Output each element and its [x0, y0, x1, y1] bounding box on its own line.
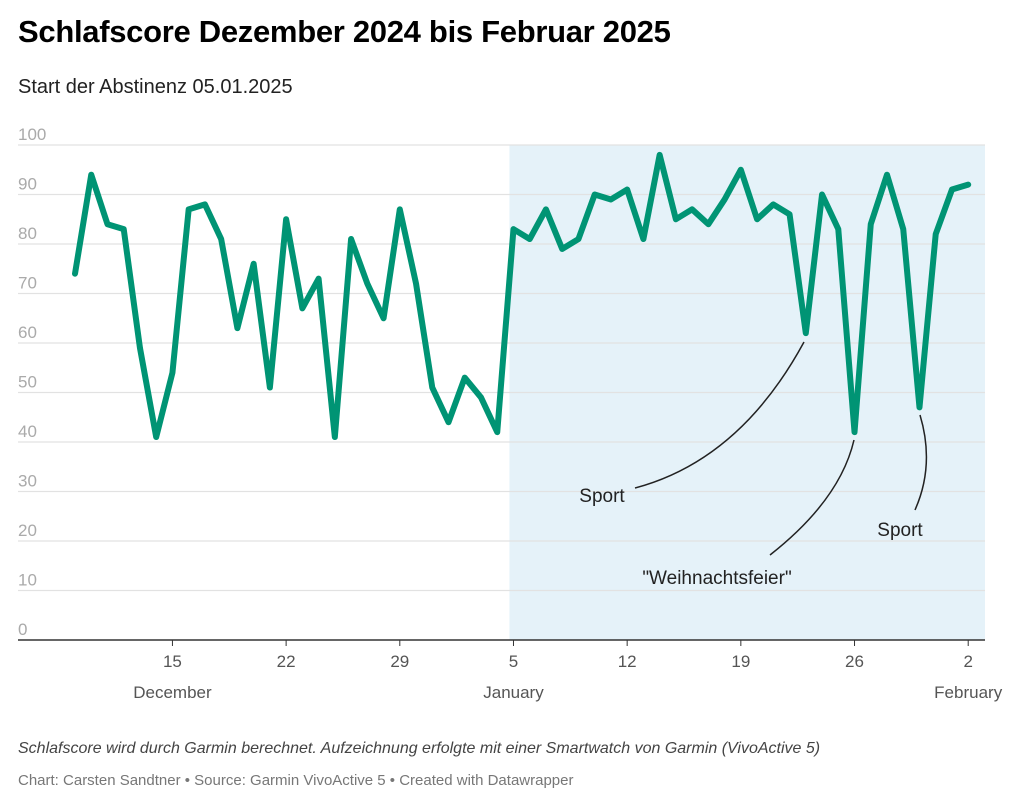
annotation-label: Sport: [579, 486, 625, 507]
x-tick-label: 26: [845, 652, 864, 671]
annotation-connector: [914, 414, 928, 511]
y-tick-label: 80: [18, 224, 37, 243]
annotation-connector: [769, 439, 855, 556]
y-tick-label: 100: [18, 125, 46, 144]
annotation-connector: [634, 341, 805, 489]
x-tick-label: 2: [963, 652, 972, 671]
chart-title: Schlafscore Dezember 2024 bis Februar 20…: [18, 14, 671, 49]
annotation-label: "Weihnachtsfeier": [642, 568, 791, 589]
x-tick-label: 22: [277, 652, 296, 671]
y-tick-label: 0: [18, 620, 27, 639]
y-tick-label: 30: [18, 472, 37, 491]
y-tick-label: 40: [18, 422, 37, 441]
y-tick-label: 10: [18, 571, 37, 590]
x-tick-month-label: February: [934, 683, 1003, 702]
chart-subtitle: Start der Abstinenz 05.01.2025: [18, 76, 293, 98]
x-tick-month-label: January: [483, 683, 544, 702]
x-tick-label: 15: [163, 652, 182, 671]
y-tick-label: 70: [18, 274, 37, 293]
x-tick-label: 5: [509, 652, 518, 671]
series-line-schlafscore: [72, 151, 972, 441]
chart-credit: Chart: Carsten Sandtner • Source: Garmin…: [18, 772, 574, 789]
y-tick-label: 60: [18, 323, 37, 342]
y-tick-label: 50: [18, 373, 37, 392]
x-tick-label: 12: [618, 652, 637, 671]
y-tick-label: 20: [18, 521, 37, 540]
x-tick-month-label: December: [133, 683, 212, 702]
x-tick-label: 19: [731, 652, 750, 671]
annotation-label: Sport: [877, 520, 923, 541]
x-tick-label: 29: [390, 652, 409, 671]
chart-note: Schlafscore wird durch Garmin berechnet.…: [18, 740, 821, 757]
y-tick-label: 90: [18, 175, 37, 194]
